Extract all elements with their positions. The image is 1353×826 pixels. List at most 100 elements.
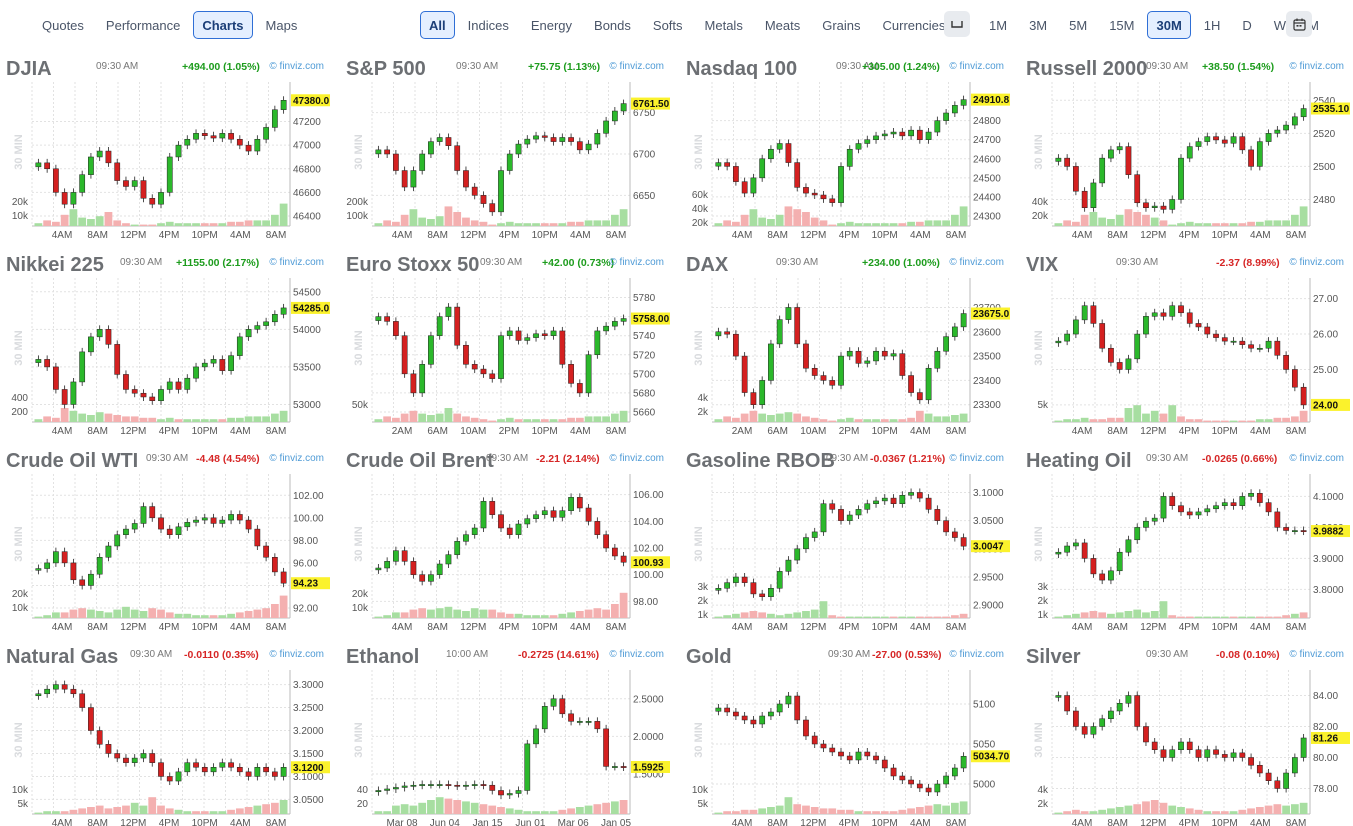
source-credit[interactable]: © finviz.com xyxy=(609,453,664,464)
chart-silver[interactable]: 84.00 82.00 80.00 78.00 30 MIN 4k 2k 4AM 8AM 12PM… xyxy=(1020,640,1350,826)
nav-charts-button[interactable]: Charts xyxy=(193,11,253,39)
source-credit[interactable]: © finviz.com xyxy=(269,649,324,660)
nav-performance-button[interactable]: Performance xyxy=(105,17,181,33)
source-credit[interactable]: © finviz.com xyxy=(949,649,1004,660)
source-credit[interactable]: © finviz.com xyxy=(1289,649,1344,660)
chart-title[interactable]: Crude Oil Brent xyxy=(346,450,494,472)
chart-gold[interactable]: 5100 5050 5000 30 MIN 10k 5k 4AM 8AM 12PM 4PM 10PM… xyxy=(680,640,1010,826)
volume-bar xyxy=(1107,613,1115,618)
volume-bar xyxy=(139,417,148,422)
volume-bar xyxy=(262,220,270,226)
chart-nikkei-225[interactable]: 54500 54000 53500 53000 30 MIN 400 200 4AM 8AM 12… xyxy=(0,248,330,444)
timeframe-d-button[interactable]: D xyxy=(1242,17,1252,33)
price-change: -27.00 (0.53%) xyxy=(872,649,942,661)
candle-body xyxy=(776,703,783,713)
source-credit[interactable]: © finviz.com xyxy=(949,61,1004,72)
source-credit[interactable]: © finviz.com xyxy=(1289,61,1344,72)
source-credit[interactable]: © finviz.com xyxy=(1289,453,1344,464)
source-credit[interactable]: © finviz.com xyxy=(949,257,1004,268)
group-grains-tab[interactable]: Grains xyxy=(822,17,861,33)
volume-bar xyxy=(793,209,802,226)
volume-bar xyxy=(470,417,479,422)
timeframe-1h-button[interactable]: 1H xyxy=(1203,17,1221,33)
group-all-tab[interactable]: All xyxy=(420,11,455,39)
source-credit[interactable]: © finviz.com xyxy=(609,649,664,660)
timeframe-3m-button[interactable]: 3M xyxy=(1029,17,1048,33)
volume-bar xyxy=(714,223,723,226)
chart-canvas: 27.00 26.00 25.00 24.00 30 MIN 5k 4AM 8AM 12PM 4P… xyxy=(1033,278,1350,437)
source-credit[interactable]: © finviz.com xyxy=(609,257,664,268)
volume-bar xyxy=(1212,420,1220,422)
group-currencies-tab[interactable]: Currencies xyxy=(882,17,946,33)
price-change: +75.75 (1.13%) xyxy=(528,61,601,73)
candle-type-icon[interactable] xyxy=(944,11,970,37)
timeframe-w-button[interactable]: W xyxy=(1273,17,1287,33)
chart-title[interactable]: Heating Oil xyxy=(1026,450,1132,472)
source-credit[interactable]: © finviz.com xyxy=(609,61,664,72)
volume-bar xyxy=(1247,808,1255,814)
timeframe-15m-button[interactable]: 15M xyxy=(1109,17,1135,33)
source-credit[interactable]: © finviz.com xyxy=(269,453,324,464)
group-bonds-tab[interactable]: Bonds xyxy=(594,17,631,33)
volume-bar xyxy=(714,616,723,618)
chart-djia[interactable]: 47200 47000 46800 46600 46400 30 MIN 20k 10k 4AM… xyxy=(0,52,330,248)
chart-title[interactable]: DJIA xyxy=(6,58,52,80)
chart-natural-gas[interactable]: 3.3000 3.2500 3.2000 3.1500 3.1000 3.0500 30 M… xyxy=(0,640,330,826)
y-tick-label: 6700 xyxy=(633,150,656,161)
chart-title[interactable]: Crude Oil WTI xyxy=(6,450,139,472)
chart-title[interactable]: Gold xyxy=(686,646,732,668)
chart-title[interactable]: Silver xyxy=(1026,646,1081,668)
x-tick-label: 8AM xyxy=(266,426,287,437)
volume-bar xyxy=(619,410,628,422)
timeframe-m-button[interactable]: M xyxy=(1308,17,1319,33)
group-energy-tab[interactable]: Energy xyxy=(530,17,573,33)
source-credit[interactable]: © finviz.com xyxy=(269,61,324,72)
volume-bar xyxy=(1185,808,1194,814)
group-softs-tab[interactable]: Softs xyxy=(652,17,683,33)
volume-bar xyxy=(1133,804,1142,814)
chart-ethanol[interactable]: 2.5000 2.0000 1.5000 30 MIN 40 20 Mar 08 Jun 04… xyxy=(340,640,670,826)
last-price-box xyxy=(291,761,330,774)
chart-title[interactable]: Nikkei 225 xyxy=(6,254,104,276)
volume-bar xyxy=(1238,809,1247,814)
volume-bar xyxy=(1290,214,1299,226)
chart-title[interactable]: Russell 2000 xyxy=(1026,58,1148,80)
chart-crude-oil-brent[interactable]: 106.00 104.00 102.00 100.00 98.00 30 MIN 20k 10… xyxy=(340,444,670,640)
last-price-label: 47380.0 xyxy=(293,96,330,107)
volume-bars xyxy=(714,601,968,618)
chart-title[interactable]: Ethanol xyxy=(346,646,420,668)
candle-body xyxy=(603,120,609,134)
timeframe-30m-button[interactable]: 30M xyxy=(1147,11,1191,39)
chart-russell-2000[interactable]: 2540 2520 2500 2480 30 MIN 40k 20k 4AM 8AM 12PM 4P… xyxy=(1020,52,1350,248)
chart-nasdaq-100[interactable]: 24800 24700 24600 24500 24400 24300 30 MIN 60k 4… xyxy=(680,52,1010,248)
chart-title[interactable]: Euro Stoxx 50 xyxy=(346,254,480,276)
source-credit[interactable]: © finviz.com xyxy=(1289,257,1344,268)
timeframe-1m-button[interactable]: 1M xyxy=(989,17,1008,33)
source-credit[interactable]: © finviz.com xyxy=(269,257,324,268)
chart-title[interactable]: VIX xyxy=(1026,254,1059,276)
group-metals-tab[interactable]: Metals xyxy=(704,17,743,33)
chart-title[interactable]: Natural Gas xyxy=(6,646,119,668)
x-tick-label: Jun 01 xyxy=(515,818,545,826)
volume-bar xyxy=(575,807,584,814)
chart-s-p-500[interactable]: 6750 6700 6650 30 MIN 200k 100k 4AM 8AM 12PM 4PM 1… xyxy=(340,52,670,248)
group-indices-tab[interactable]: Indices xyxy=(467,17,509,33)
group-meats-tab[interactable]: Meats xyxy=(764,17,801,33)
chart-title[interactable]: S&P 500 xyxy=(346,58,426,80)
candle-body xyxy=(1143,726,1149,743)
chart-vix[interactable]: 27.00 26.00 25.00 24.00 30 MIN 5k 4AM 8AM 12PM 4P… xyxy=(1020,248,1350,444)
candle-body xyxy=(1099,573,1106,581)
chart-dax[interactable]: 237002360023500234002330030 MIN4k2k2AM6A… xyxy=(680,248,1010,444)
nav-maps-button[interactable]: Maps xyxy=(265,17,298,33)
chart-title[interactable]: Nasdaq 100 xyxy=(686,58,798,80)
chart-euro-stoxx-50[interactable]: 578057605740572057005680566030 MIN50k2AM… xyxy=(340,248,670,444)
chart-title[interactable]: DAX xyxy=(686,254,729,276)
source-credit[interactable]: © finviz.com xyxy=(949,453,1004,464)
timeframe-5m-button[interactable]: 5M xyxy=(1069,17,1088,33)
calendar-icon[interactable] xyxy=(1286,11,1312,37)
chart-title[interactable]: Gasoline RBOB xyxy=(686,450,835,472)
nav-quotes-button[interactable]: Quotes xyxy=(42,17,84,33)
